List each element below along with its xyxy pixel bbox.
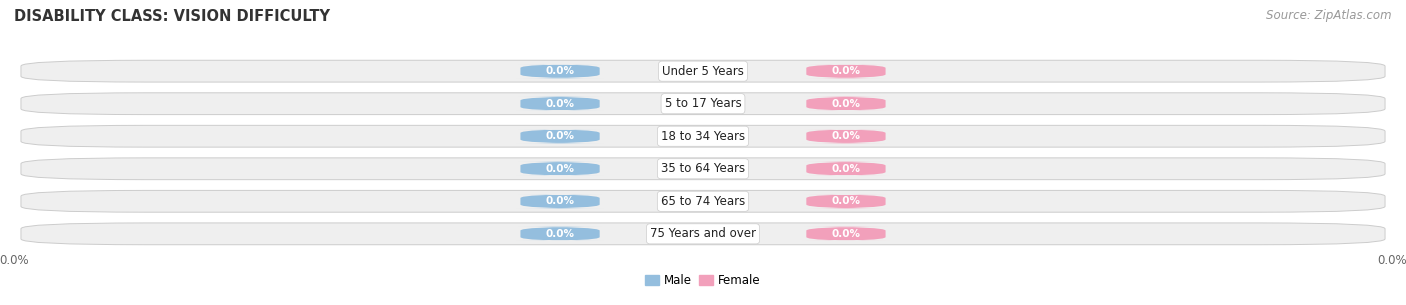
Text: 0.0%: 0.0% — [546, 229, 575, 239]
FancyBboxPatch shape — [803, 64, 889, 78]
FancyBboxPatch shape — [803, 162, 889, 176]
FancyBboxPatch shape — [21, 125, 1385, 147]
Text: 0.0%: 0.0% — [546, 196, 575, 206]
FancyBboxPatch shape — [21, 223, 1385, 245]
FancyBboxPatch shape — [517, 97, 603, 111]
FancyBboxPatch shape — [803, 194, 889, 208]
FancyBboxPatch shape — [517, 227, 603, 241]
Text: 0.0%: 0.0% — [546, 131, 575, 141]
Text: 0.0%: 0.0% — [831, 131, 860, 141]
Text: Under 5 Years: Under 5 Years — [662, 65, 744, 78]
Text: 0.0%: 0.0% — [831, 164, 860, 174]
Text: 35 to 64 Years: 35 to 64 Years — [661, 162, 745, 175]
Text: 65 to 74 Years: 65 to 74 Years — [661, 195, 745, 208]
Text: 0.0%: 0.0% — [831, 66, 860, 76]
FancyBboxPatch shape — [21, 60, 1385, 82]
FancyBboxPatch shape — [21, 158, 1385, 180]
Text: 0.0%: 0.0% — [546, 66, 575, 76]
FancyBboxPatch shape — [517, 129, 603, 143]
FancyBboxPatch shape — [803, 129, 889, 143]
FancyBboxPatch shape — [21, 93, 1385, 115]
FancyBboxPatch shape — [803, 97, 889, 111]
Text: 5 to 17 Years: 5 to 17 Years — [665, 97, 741, 110]
FancyBboxPatch shape — [803, 227, 889, 241]
FancyBboxPatch shape — [517, 64, 603, 78]
Text: 0.0%: 0.0% — [546, 99, 575, 109]
Text: DISABILITY CLASS: VISION DIFFICULTY: DISABILITY CLASS: VISION DIFFICULTY — [14, 9, 330, 24]
Text: 0.0%: 0.0% — [831, 196, 860, 206]
Text: 18 to 34 Years: 18 to 34 Years — [661, 130, 745, 143]
Text: Source: ZipAtlas.com: Source: ZipAtlas.com — [1267, 9, 1392, 22]
FancyBboxPatch shape — [517, 194, 603, 208]
Text: 75 Years and over: 75 Years and over — [650, 227, 756, 240]
Legend: Male, Female: Male, Female — [645, 274, 761, 287]
FancyBboxPatch shape — [21, 190, 1385, 212]
Text: 0.0%: 0.0% — [831, 229, 860, 239]
Text: 0.0%: 0.0% — [546, 164, 575, 174]
Text: 0.0%: 0.0% — [831, 99, 860, 109]
FancyBboxPatch shape — [517, 162, 603, 176]
